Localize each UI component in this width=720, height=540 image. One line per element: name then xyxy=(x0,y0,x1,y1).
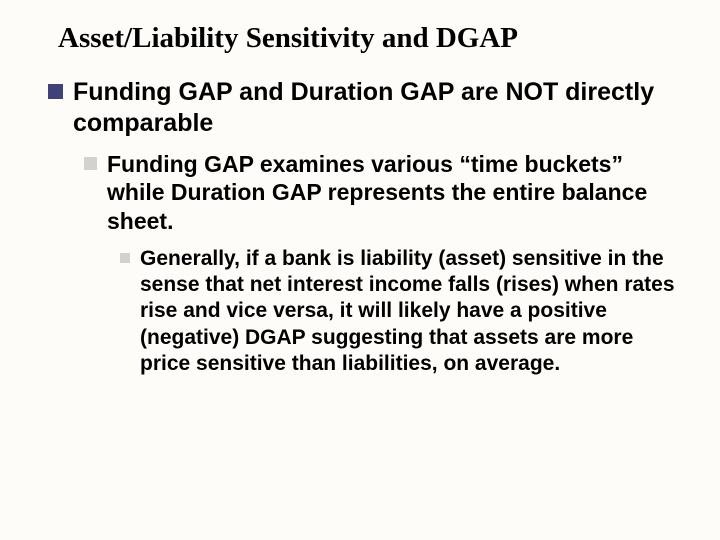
bullet-text-l1: Funding GAP and Duration GAP are NOT dir… xyxy=(73,77,680,140)
square-bullet-icon xyxy=(120,253,130,263)
bullet-level-2: Funding GAP examines various “time bucke… xyxy=(84,150,680,236)
slide-title: Asset/Liability Sensitivity and DGAP xyxy=(58,22,680,55)
bullet-level-1: Funding GAP and Duration GAP are NOT dir… xyxy=(48,77,680,140)
slide-container: Asset/Liability Sensitivity and DGAP Fun… xyxy=(0,0,720,397)
bullet-text-l2: Funding GAP examines various “time bucke… xyxy=(107,150,680,236)
square-bullet-icon xyxy=(84,157,97,170)
bullet-level-3: Generally, if a bank is liability (asset… xyxy=(120,246,680,377)
square-bullet-icon xyxy=(48,84,63,99)
bullet-text-l3: Generally, if a bank is liability (asset… xyxy=(140,246,680,377)
